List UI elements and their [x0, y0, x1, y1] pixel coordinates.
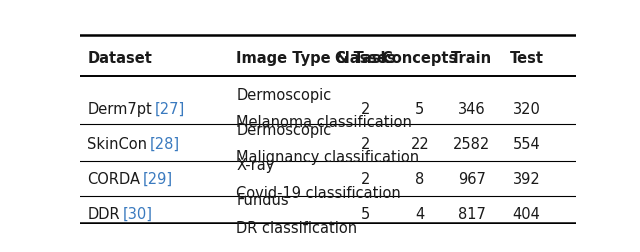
Text: 2: 2 [360, 171, 370, 186]
Text: 392: 392 [513, 171, 540, 186]
Text: Dermoscopic: Dermoscopic [236, 88, 332, 103]
Text: 404: 404 [513, 206, 540, 221]
Text: Test: Test [509, 51, 543, 66]
Text: 22: 22 [410, 136, 429, 151]
Text: Classes: Classes [334, 51, 396, 66]
Text: Image Type & Task: Image Type & Task [236, 51, 390, 66]
Text: Derm7pt: Derm7pt [88, 101, 152, 116]
Text: 817: 817 [458, 206, 486, 221]
Text: Melanoma classification: Melanoma classification [236, 115, 412, 130]
Text: CORDA: CORDA [88, 171, 140, 186]
Text: [29]: [29] [143, 171, 173, 186]
Text: Covid-19 classification: Covid-19 classification [236, 185, 401, 200]
Text: 5: 5 [415, 101, 424, 116]
Text: 2: 2 [360, 101, 370, 116]
Text: 5: 5 [360, 206, 370, 221]
Text: 346: 346 [458, 101, 486, 116]
Text: Concepts: Concepts [381, 51, 458, 66]
Text: 2582: 2582 [453, 136, 490, 151]
Text: DR classification: DR classification [236, 220, 357, 235]
Text: Dataset: Dataset [88, 51, 152, 66]
Text: 2: 2 [360, 136, 370, 151]
Text: 320: 320 [513, 101, 540, 116]
Text: Malignancy classification: Malignancy classification [236, 150, 419, 165]
Text: Dermoscopic: Dermoscopic [236, 123, 332, 138]
Text: 8: 8 [415, 171, 424, 186]
Text: X-ray: X-ray [236, 158, 275, 173]
Text: Fundus: Fundus [236, 193, 289, 207]
Text: 967: 967 [458, 171, 486, 186]
Text: [30]: [30] [122, 206, 152, 221]
Text: Train: Train [451, 51, 492, 66]
Text: 4: 4 [415, 206, 424, 221]
Text: [27]: [27] [155, 101, 185, 116]
Text: SkinCon: SkinCon [88, 136, 147, 151]
Text: [28]: [28] [150, 136, 180, 151]
Text: DDR: DDR [88, 206, 120, 221]
Text: 554: 554 [513, 136, 540, 151]
